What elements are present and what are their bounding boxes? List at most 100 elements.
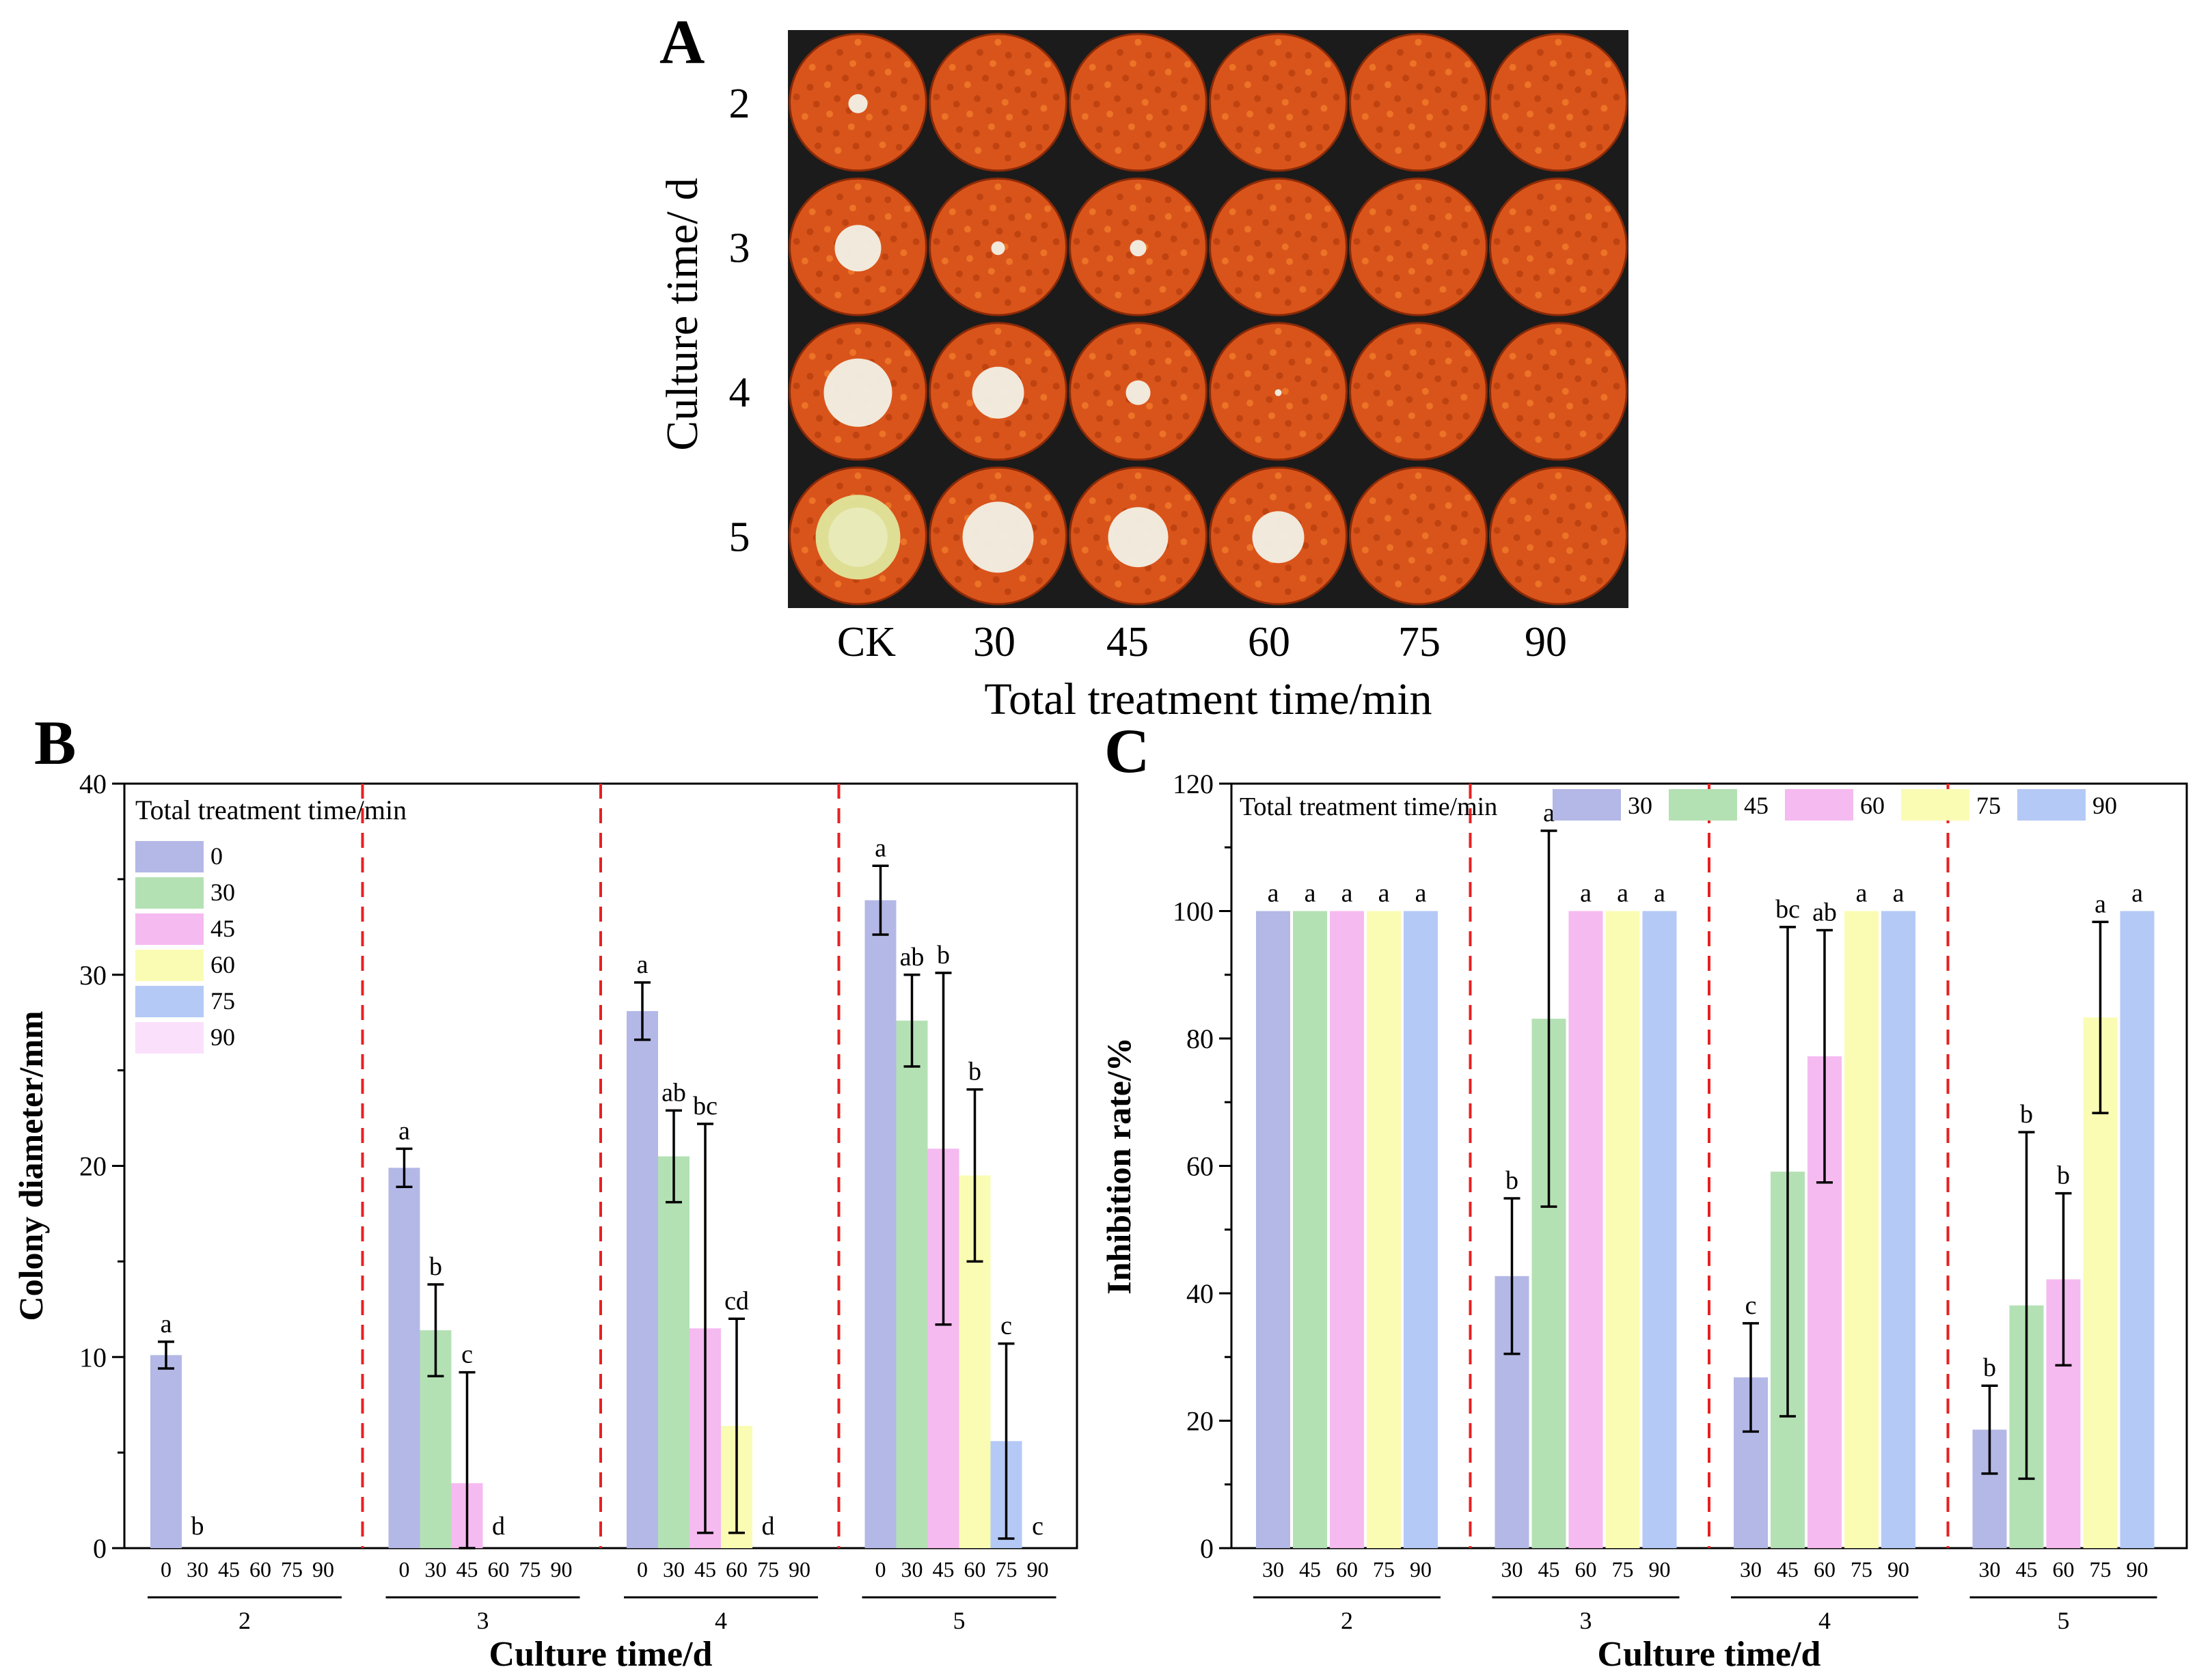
dish-texture — [933, 527, 940, 534]
dish-texture — [1113, 130, 1120, 137]
dish-texture — [1081, 258, 1089, 265]
dish-texture — [1445, 51, 1452, 59]
dish-texture — [1442, 253, 1449, 260]
dish-texture — [1374, 576, 1382, 583]
dish-texture — [808, 64, 816, 71]
legend-swatch — [1901, 789, 1969, 821]
dish-texture — [1159, 575, 1166, 582]
dish-texture — [1192, 383, 1200, 390]
dish-texture — [1464, 350, 1472, 357]
dish-texture — [1005, 196, 1012, 204]
significance-letter: a — [1580, 879, 1592, 908]
dish-texture — [1106, 497, 1113, 505]
dish-texture — [1270, 348, 1277, 356]
dish-texture — [849, 348, 857, 356]
dish-texture — [1568, 214, 1576, 221]
dish-texture — [801, 402, 808, 409]
petri-dish — [1489, 33, 1628, 172]
dish-texture — [1534, 384, 1542, 391]
dish-texture — [895, 288, 903, 295]
dish-texture — [992, 431, 1000, 439]
dish-texture — [1320, 249, 1328, 257]
dish-texture — [1462, 413, 1470, 420]
dish-texture — [1542, 74, 1550, 82]
dish-texture — [806, 517, 814, 525]
dish-texture — [1170, 91, 1177, 98]
dish-texture — [1136, 372, 1143, 379]
dish-texture — [1507, 83, 1514, 91]
dish-texture — [1221, 113, 1229, 120]
significance-letter: bc — [693, 1092, 718, 1120]
dish-texture — [1526, 497, 1533, 505]
dish-texture — [1395, 580, 1402, 588]
dish-texture — [834, 291, 842, 299]
dish-texture — [1533, 274, 1540, 281]
dish-texture — [1144, 154, 1151, 162]
dish-texture — [990, 204, 997, 212]
dish-texture — [1546, 107, 1553, 114]
dish-texture — [1601, 510, 1609, 518]
dish-texture — [1115, 580, 1122, 588]
significance-letter: bc — [1775, 895, 1800, 924]
dish-texture — [1233, 534, 1240, 541]
dish-texture — [994, 38, 1002, 46]
dish-texture — [1227, 83, 1234, 91]
dish-texture — [1040, 105, 1048, 112]
dish-texture — [1514, 142, 1522, 150]
dish-texture — [1509, 208, 1516, 215]
dish-texture — [1093, 245, 1100, 252]
dish-texture — [826, 255, 834, 262]
dish-texture — [1035, 432, 1043, 440]
dish-texture — [902, 413, 910, 420]
dish-texture — [974, 436, 982, 443]
dish-texture — [890, 380, 897, 387]
dish-texture — [1159, 141, 1166, 149]
dish-texture — [966, 497, 973, 505]
dish-texture — [1579, 141, 1587, 149]
dish-texture — [966, 255, 974, 262]
x-sub-label: 30 — [1740, 1557, 1762, 1582]
dish-texture — [1613, 238, 1620, 245]
dish-texture — [1004, 588, 1011, 595]
dish-texture — [933, 93, 940, 100]
dish-texture — [1321, 77, 1328, 85]
dish-texture — [1182, 268, 1190, 275]
dish-texture — [953, 534, 960, 541]
dish-texture — [1255, 147, 1262, 154]
dish-texture — [1134, 183, 1142, 191]
dish-texture — [1244, 225, 1251, 233]
dish-texture — [1052, 527, 1060, 534]
dish-texture — [1527, 255, 1534, 262]
dish-texture — [992, 142, 1000, 150]
dish-texture — [1089, 497, 1096, 504]
dish-texture — [1556, 228, 1564, 235]
dish-texture — [966, 399, 974, 407]
dish-texture — [1415, 327, 1422, 335]
dish-texture — [1526, 64, 1533, 72]
dish-texture — [1406, 251, 1413, 259]
dish-texture — [1585, 502, 1592, 510]
y-axis-title: Inhibition rate/% — [1100, 1037, 1138, 1294]
dish-texture — [1164, 51, 1172, 59]
x-axis-title: Culture time/d — [1598, 1635, 1821, 1674]
dish-texture — [1130, 59, 1137, 67]
dish-texture — [1285, 51, 1292, 59]
dish-texture — [1182, 413, 1190, 420]
y-axis-title: Colony diameter/mm — [12, 1010, 50, 1321]
dish-texture — [1134, 38, 1142, 46]
dish-texture — [832, 274, 840, 281]
dish-texture — [1134, 472, 1142, 480]
dish-texture — [1596, 577, 1603, 584]
y-tick-label: 20 — [79, 1151, 107, 1182]
dish-texture — [1310, 524, 1318, 532]
dish-texture — [949, 64, 956, 71]
dish-texture — [1605, 61, 1612, 68]
dish-texture — [1192, 527, 1200, 534]
colony-center — [828, 507, 888, 567]
y-tick-label: 30 — [79, 960, 107, 991]
dish-texture — [825, 497, 833, 505]
dish-texture — [1536, 338, 1544, 345]
dish-texture — [1524, 225, 1531, 233]
significance-letter: d — [762, 1512, 775, 1541]
dish-texture — [836, 193, 843, 201]
